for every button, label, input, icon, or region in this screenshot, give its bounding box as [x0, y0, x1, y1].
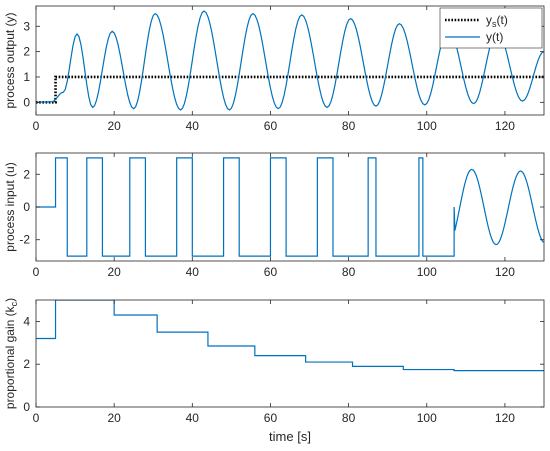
y-axis-label: process input (u): [3, 162, 17, 251]
subplot-1: 0 20 40 60 80 100 120 0 1 2 3 process output (y) ys(…: [3, 5, 545, 133]
y-tick-label: 1: [23, 70, 30, 84]
plot-frame-3: [35, 299, 545, 408]
legend: ys(t)y(t): [439, 7, 543, 49]
series-line-2-1: [36, 157, 544, 257]
x-tick-label: 80: [342, 265, 356, 279]
subplot-2: 0 20 40 60 80 100 120 -2 0 2 process input (u): [3, 152, 545, 279]
plot-frame-2: [35, 152, 545, 262]
x-tick-label: 20: [107, 119, 121, 133]
x-tick-label: 60: [264, 411, 278, 425]
y-tick-label: 2: [23, 357, 30, 371]
x-axis-label: time [s]: [269, 429, 311, 444]
x-tick-label: 100: [417, 411, 437, 425]
x-tick-label: 40: [186, 265, 200, 279]
x-tick-label: 120: [495, 265, 515, 279]
x-tick-label: 100: [417, 119, 437, 133]
x-tick-label: 20: [107, 265, 121, 279]
plot-frame-1: [35, 5, 545, 116]
y-tick-label: 0: [23, 400, 30, 414]
x-tick-label: 100: [417, 265, 437, 279]
legend-box: [439, 7, 543, 49]
legend-label: ys(t): [486, 13, 508, 29]
y-tick-label: 2: [23, 167, 30, 181]
series-line-3-1: [36, 300, 544, 372]
y-tick-label: 3: [23, 19, 30, 33]
x-tick-label: 0: [33, 265, 40, 279]
y-axis-label: proportional gain (kc): [3, 298, 19, 409]
x-tick-label: 60: [264, 119, 278, 133]
x-tick-label: 120: [495, 119, 515, 133]
x-tick-label: 0: [33, 119, 40, 133]
series-line-1-2: [36, 10, 544, 111]
x-tick-label: 120: [495, 411, 515, 425]
y-tick-label: 2: [23, 45, 30, 59]
x-tick-label: 60: [264, 265, 278, 279]
x-tick-label: 40: [186, 411, 200, 425]
y-axis-label: process output (y): [3, 12, 17, 108]
series-line-1-1: [36, 75, 544, 104]
y-tick-label: 0: [23, 95, 30, 109]
x-tick-label: 20: [107, 411, 121, 425]
legend-label: y(t): [486, 30, 503, 44]
x-tick-label: 80: [342, 411, 356, 425]
x-tick-label: 80: [342, 119, 356, 133]
y-tick-label: 0: [23, 200, 30, 214]
x-tick-label: 40: [186, 119, 200, 133]
y-tick-label: -2: [19, 233, 30, 247]
subplot-3: 0 20 40 60 80 100 120 0 2 4 proportional gain (kc)…: [3, 298, 545, 444]
x-tick-label: 0: [33, 411, 40, 425]
y-tick-label: 4: [23, 314, 30, 328]
